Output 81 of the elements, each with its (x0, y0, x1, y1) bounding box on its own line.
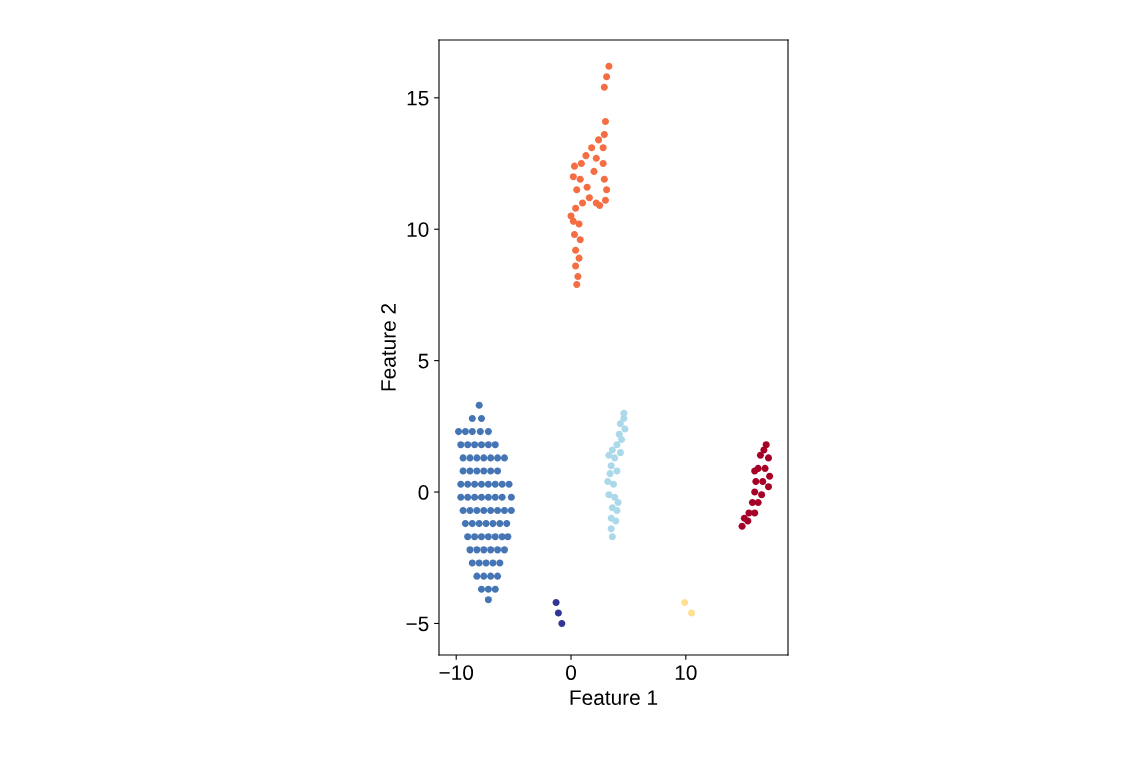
point (601, 196, 609, 204)
point (592, 154, 600, 162)
point (607, 462, 615, 470)
point (608, 533, 616, 541)
point (615, 430, 623, 438)
point (764, 454, 773, 462)
point (590, 167, 598, 175)
point (761, 464, 769, 472)
point (616, 449, 624, 457)
point (754, 499, 762, 507)
point (577, 159, 585, 168)
point (552, 598, 560, 606)
point (588, 144, 596, 152)
y-tick-label: 0 (418, 485, 429, 500)
point (762, 441, 770, 449)
point (600, 131, 608, 139)
point (575, 254, 583, 262)
point (751, 509, 759, 517)
point (558, 619, 566, 627)
y-tick-label: 10 (407, 222, 429, 237)
point (759, 478, 767, 486)
y-tick-label: 15 (407, 91, 429, 106)
point (572, 262, 580, 270)
point (611, 493, 619, 501)
point (609, 480, 618, 488)
point (611, 454, 619, 462)
point (576, 236, 584, 244)
point (574, 273, 582, 281)
point (613, 441, 621, 449)
point (758, 491, 766, 499)
point (613, 506, 621, 514)
y-tick-label: −5 (406, 616, 429, 632)
point (600, 83, 608, 91)
point (578, 199, 587, 207)
point (573, 186, 581, 194)
point (573, 280, 581, 288)
point (554, 609, 562, 617)
point (766, 472, 774, 480)
point (607, 525, 615, 533)
point (600, 175, 608, 183)
x-tick-label: 10 (675, 665, 697, 681)
point (570, 230, 579, 239)
point (572, 246, 580, 254)
point (572, 204, 580, 212)
point (744, 517, 752, 525)
point (569, 173, 577, 181)
point (601, 117, 609, 126)
point (606, 470, 614, 478)
x-axis-title: Feature 1 (570, 690, 658, 705)
point (752, 478, 760, 486)
point (599, 144, 607, 152)
point (688, 609, 696, 617)
point (567, 212, 575, 220)
point (756, 451, 764, 459)
point (608, 446, 616, 454)
point (570, 162, 579, 170)
point (595, 136, 603, 144)
point (616, 420, 624, 428)
point (681, 598, 689, 606)
point (603, 186, 611, 194)
point (596, 202, 604, 210)
point (576, 175, 584, 183)
point (605, 62, 613, 70)
point (605, 491, 613, 499)
point (764, 483, 773, 491)
point (613, 467, 621, 475)
point (604, 478, 612, 486)
point (738, 522, 746, 530)
point (760, 446, 768, 454)
point (599, 159, 607, 168)
y-axis-title: Feature 2 (381, 303, 396, 391)
point (583, 183, 591, 191)
x-tick-label: 0 (566, 665, 576, 681)
point (603, 73, 611, 81)
point (585, 194, 593, 202)
point (582, 152, 590, 160)
y-tick-label: 5 (418, 353, 429, 369)
point (751, 488, 759, 496)
x-tick-label: −10 (439, 665, 474, 681)
point (614, 499, 622, 507)
point (612, 517, 620, 525)
